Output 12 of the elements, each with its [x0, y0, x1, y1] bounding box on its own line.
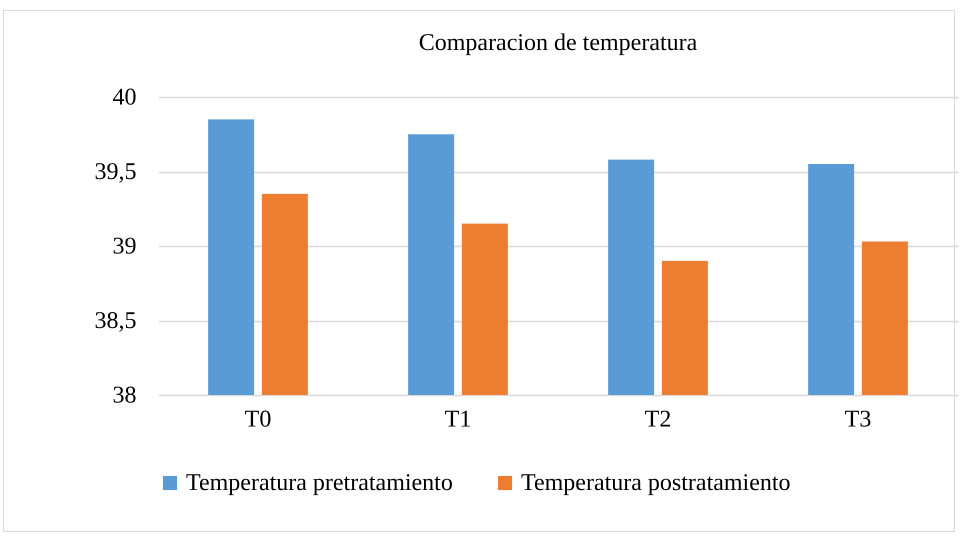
x-tick-label: T3: [844, 406, 872, 432]
y-tick-label: 38,5: [94, 308, 136, 334]
y-tick-label: 40: [112, 84, 136, 110]
legend-label: Temperatura pretratamiento: [186, 470, 453, 496]
legend-label: Temperatura postratamiento: [521, 470, 791, 496]
x-tick-label: T0: [244, 406, 272, 432]
chart-title: Comparacion de temperatura: [418, 30, 698, 56]
y-tick-label: 39,5: [94, 159, 136, 185]
x-tick-label: T2: [644, 406, 672, 432]
x-tick-label: T1: [444, 406, 472, 432]
y-tick-label: 38: [112, 382, 136, 408]
y-tick-label: 39: [112, 234, 136, 260]
